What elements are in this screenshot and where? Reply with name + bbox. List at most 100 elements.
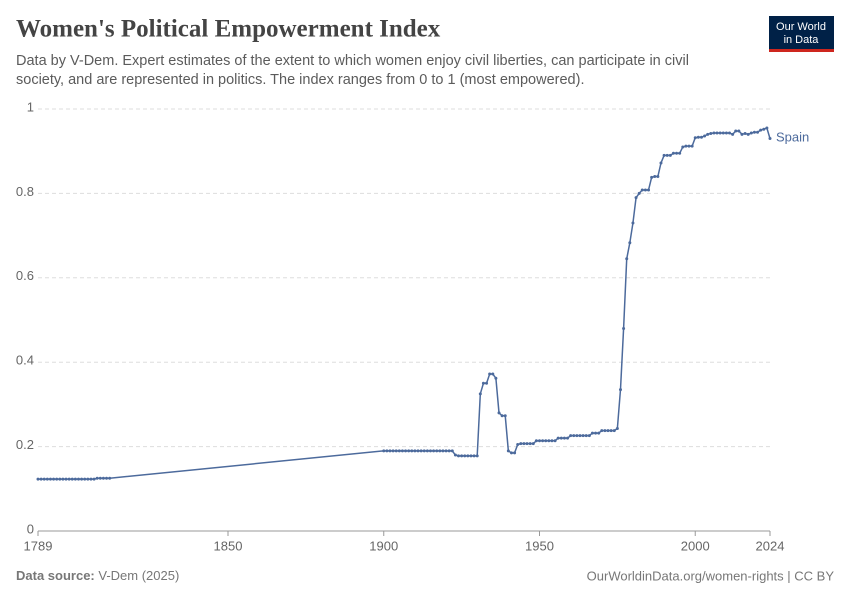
data-point [447, 449, 451, 453]
logo-text: Our World [776, 21, 826, 33]
data-point [762, 127, 766, 131]
data-point [765, 126, 769, 130]
data-point [506, 449, 510, 453]
data-point [675, 151, 679, 155]
x-tick-label: 1789 [24, 538, 53, 553]
data-point [435, 449, 439, 453]
data-point [394, 449, 398, 453]
data-point [699, 135, 703, 139]
x-tick-label: 2000 [681, 538, 710, 553]
source: Data source: V-Dem (2025) [16, 568, 179, 583]
data-point [404, 449, 408, 453]
data-point [428, 449, 432, 453]
data-point [625, 257, 629, 261]
data-point [441, 449, 445, 453]
data-point [650, 175, 654, 179]
series-line [38, 126, 771, 480]
data-point [89, 477, 93, 481]
data-point [743, 131, 747, 135]
data-point [718, 131, 722, 135]
data-point [525, 442, 529, 446]
x-tick-label: 2024 [756, 538, 785, 553]
logo[interactable]: Our World in Data [769, 16, 834, 52]
data-point [759, 128, 763, 132]
data-point [491, 372, 495, 376]
data-point [634, 196, 638, 200]
y-tick-label: 0.8 [16, 184, 34, 199]
data-point [656, 175, 660, 179]
data-point [740, 132, 744, 136]
data-point [76, 477, 80, 481]
data-point [544, 439, 548, 443]
data-point [95, 476, 99, 480]
data-point [734, 129, 738, 133]
data-point [668, 153, 672, 157]
data-point [678, 151, 682, 155]
data-point [519, 442, 523, 446]
data-point [55, 477, 59, 481]
data-point [382, 449, 386, 453]
data-point [481, 381, 485, 385]
y-tick-label: 0.4 [16, 353, 34, 368]
data-point [472, 454, 476, 458]
data-point [684, 144, 688, 148]
data-point [647, 188, 651, 192]
data-point [64, 477, 68, 481]
data-point [566, 436, 570, 440]
data-point [556, 436, 560, 440]
data-point [587, 434, 591, 438]
data-point [622, 326, 626, 330]
data-point [737, 129, 741, 133]
data-point [659, 161, 663, 165]
data-point [628, 241, 632, 245]
data-point [534, 439, 538, 443]
data-point [425, 449, 429, 453]
y-tick-label: 0 [27, 521, 34, 536]
data-point [516, 442, 520, 446]
data-point [522, 442, 526, 446]
data-point [419, 449, 423, 453]
data-point [609, 429, 613, 433]
data-point [606, 429, 610, 433]
data-point [721, 131, 725, 135]
data-point [728, 131, 732, 135]
data-point [45, 477, 49, 481]
data-point [48, 477, 52, 481]
data-point [497, 411, 501, 415]
data-point [73, 477, 77, 481]
data-point [469, 454, 473, 458]
data-point [460, 454, 464, 458]
data-point [509, 451, 513, 455]
data-point [572, 434, 576, 438]
data-point [450, 449, 454, 453]
logo-bar [769, 49, 834, 52]
data-point [385, 449, 389, 453]
data-point [615, 426, 619, 430]
data-point [597, 431, 601, 435]
data-point [749, 131, 753, 135]
data-point [687, 144, 691, 148]
data-point [562, 436, 566, 440]
data-point [432, 449, 436, 453]
data-point [537, 439, 541, 443]
subtitle: Data by V-Dem. Expert estimates of the e… [16, 53, 689, 69]
data-point [61, 477, 65, 481]
data-point [696, 135, 700, 139]
y-tick-label: 0.2 [16, 437, 34, 452]
data-point [594, 431, 598, 435]
data-point [693, 136, 697, 140]
data-point [584, 434, 588, 438]
data-point [531, 442, 535, 446]
data-point [662, 153, 666, 157]
data-point [407, 449, 411, 453]
data-point [400, 449, 404, 453]
data-point [706, 132, 710, 136]
data-point [494, 376, 498, 380]
data-point [466, 454, 470, 458]
data-point [444, 449, 448, 453]
data-point [653, 175, 657, 179]
credit[interactable]: OurWorldinData.org/women-rights | CC BY [587, 568, 835, 583]
data-point [643, 188, 647, 192]
data-point [712, 131, 716, 135]
